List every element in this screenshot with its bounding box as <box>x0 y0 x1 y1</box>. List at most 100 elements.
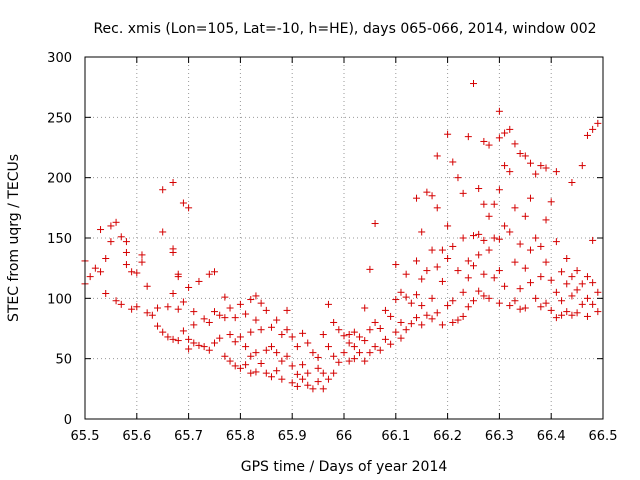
data-point <box>185 283 193 291</box>
data-point <box>563 255 571 263</box>
data-point <box>552 238 560 246</box>
data-point <box>319 369 327 377</box>
data-point <box>423 311 431 319</box>
data-point <box>495 186 503 194</box>
data-point <box>262 346 270 354</box>
x-tick-label: 66.1 <box>381 429 410 444</box>
data-point <box>102 255 110 263</box>
data-point <box>418 321 426 329</box>
data-point <box>195 277 203 285</box>
data-point <box>423 188 431 196</box>
plot-frame <box>84 56 604 420</box>
data-point <box>387 340 395 348</box>
data-point <box>159 186 167 194</box>
data-point <box>470 262 477 270</box>
data-point <box>128 268 136 276</box>
data-point <box>221 293 229 301</box>
data-point <box>387 312 395 320</box>
data-point <box>589 125 597 133</box>
data-point <box>179 327 187 335</box>
data-point <box>558 311 566 319</box>
data-point <box>231 362 239 370</box>
data-point <box>273 316 281 324</box>
data-point <box>428 192 436 200</box>
data-point <box>371 220 379 228</box>
data-point <box>392 261 400 269</box>
data-point <box>397 334 405 342</box>
data-point <box>366 265 374 273</box>
data-point <box>288 362 296 370</box>
data-point <box>252 349 260 357</box>
y-tick-label: 200 <box>47 172 72 187</box>
data-point <box>97 226 105 234</box>
data-point <box>459 234 467 242</box>
data-point <box>563 280 571 288</box>
data-point <box>133 269 141 277</box>
data-point <box>211 308 218 316</box>
data-point <box>521 264 529 272</box>
data-point <box>506 302 514 310</box>
data-point <box>413 314 421 322</box>
data-point <box>356 333 364 341</box>
data-point <box>418 275 426 283</box>
data-point <box>475 287 483 295</box>
data-point <box>433 152 441 160</box>
data-point <box>205 318 213 326</box>
data-point <box>495 235 503 243</box>
data-point <box>190 321 198 329</box>
data-point <box>350 343 358 351</box>
data-point <box>547 198 555 206</box>
data-point <box>143 282 151 290</box>
data-point <box>226 304 234 312</box>
data-point <box>371 343 379 351</box>
data-point <box>169 335 177 343</box>
data-point <box>236 300 244 308</box>
data-point <box>501 129 509 137</box>
data-point <box>495 299 503 307</box>
data-point <box>444 130 452 138</box>
data-point <box>423 267 431 275</box>
data-point <box>138 258 146 266</box>
data-point <box>350 355 358 363</box>
data-point <box>86 273 94 281</box>
data-point <box>480 270 488 278</box>
data-point <box>169 178 177 186</box>
y-axis-label: STEC from uqrg / TECUs <box>6 154 22 322</box>
data-point <box>366 349 374 357</box>
data-point <box>454 316 462 324</box>
data-point <box>159 328 167 336</box>
data-point <box>226 357 234 365</box>
data-point <box>573 309 581 317</box>
data-point <box>583 273 591 281</box>
data-point <box>112 297 120 305</box>
data-point <box>563 308 571 316</box>
data-point <box>133 303 141 311</box>
data-point <box>278 375 286 383</box>
data-point <box>335 358 343 366</box>
data-point <box>91 264 99 272</box>
data-point <box>511 258 519 266</box>
data-point <box>490 234 498 242</box>
data-point <box>324 343 332 351</box>
data-point <box>231 338 239 346</box>
data-point <box>314 353 322 361</box>
data-point <box>252 368 260 376</box>
data-point <box>345 339 353 347</box>
data-point <box>470 232 477 240</box>
data-point <box>345 357 353 365</box>
data-point <box>330 369 338 377</box>
data-point <box>299 329 307 337</box>
data-point <box>568 292 576 300</box>
data-point <box>361 304 369 312</box>
data-point <box>573 267 581 275</box>
data-point <box>278 357 286 365</box>
data-point <box>221 352 229 360</box>
data-point <box>532 234 540 242</box>
data-point <box>154 304 162 312</box>
data-point <box>480 200 488 208</box>
data-point <box>495 267 503 275</box>
x-tick-label: 66.4 <box>537 429 566 444</box>
data-point <box>242 343 250 351</box>
data-point <box>122 238 130 246</box>
data-point <box>495 134 503 142</box>
